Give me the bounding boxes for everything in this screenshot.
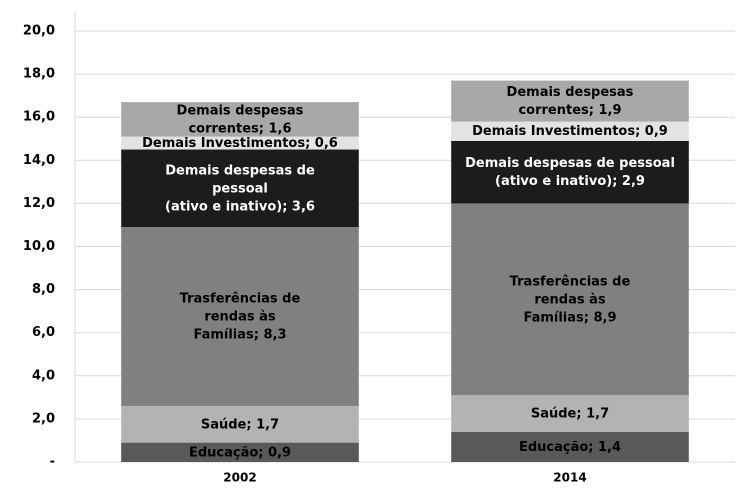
data-label: Demais Investimentos; 0,6 [142,136,338,151]
data-label-line: (ativo e inativo); 2,9 [495,174,645,189]
data-label-line: Educação; 1,4 [519,439,621,454]
data-label-line: Educação; 0,9 [189,445,291,460]
data-label: Demais despesas correntes; 1,9 [507,85,634,118]
y-tick-label: 14,0 [23,153,55,168]
data-label-line: rendas às [204,309,276,324]
data-label-line: Demais despesas de pessoal [465,156,675,171]
y-tick-label: 12,0 [23,196,55,211]
data-label: Demais despesas de pessoal (ativo e inativ… [165,163,315,214]
data-label-line: Demais despesas de [165,163,315,178]
data-label-line: Demais despesas [177,103,304,118]
bar-segment [121,149,359,228]
data-label-line: (ativo e inativo); 3,6 [165,199,315,214]
y-tick-label: 18,0 [23,67,55,82]
data-label-line: pessoal [212,181,268,196]
data-label: Demais despesas correntes; 1,6 [177,103,304,136]
data-label: Saúde; 1,7 [201,417,279,432]
data-label-line: Famílias; 8,3 [193,327,286,342]
data-label-line: rendas às [534,292,606,307]
data-label: Educação; 1,4 [519,439,621,454]
y-tick-label: 6,0 [32,325,55,340]
y-tick-label: 4,0 [32,368,55,383]
bar-segment [451,431,689,462]
data-label: Trasferências de rendas às Famílias; 8,9 [510,274,631,325]
bar-segment [451,203,689,396]
bar-segment [451,80,689,122]
data-label: Demais Investimentos; 0,9 [472,124,668,139]
bar-segment [451,140,689,204]
y-tick-label: 16,0 [23,110,55,125]
y-tick-label: - [50,455,55,470]
data-label-line: Saúde; 1,7 [201,417,279,432]
bar-segment [121,442,359,462]
data-label-line: correntes; 1,9 [518,103,621,118]
bar-segment [121,102,359,137]
data-label-line: Saúde; 1,7 [531,406,609,421]
data-label-line: Trasferências de [510,274,631,289]
data-label-line: Demais Investimentos; 0,9 [472,124,668,139]
data-label-line: Famílias; 8,9 [523,310,616,325]
bar-segment [121,227,359,406]
bar-segment [121,405,359,443]
data-label: Saúde; 1,7 [531,406,609,421]
y-tick-label: 20,0 [23,24,55,39]
bar-segment [451,121,689,141]
data-label-line: correntes; 1,6 [188,121,291,136]
x-tick-label: 2014 [553,471,586,485]
data-label: Trasferências de rendas às Famílias; 8,3 [180,291,301,342]
y-tick-label: 8,0 [32,282,55,297]
data-label: Demais despesas de pessoal (ativo e inati… [465,156,675,189]
x-tick-label: 2002 [223,471,256,485]
data-label-line: Demais Investimentos; 0,6 [142,136,338,151]
bar-segment [451,395,689,432]
data-label-line: Demais despesas [507,85,634,100]
data-label-line: Trasferências de [180,291,301,306]
y-tick-label: 2,0 [32,411,55,426]
data-label: Educação; 0,9 [189,445,291,460]
y-tick-label: 10,0 [23,239,55,254]
bar-segment [121,136,359,150]
